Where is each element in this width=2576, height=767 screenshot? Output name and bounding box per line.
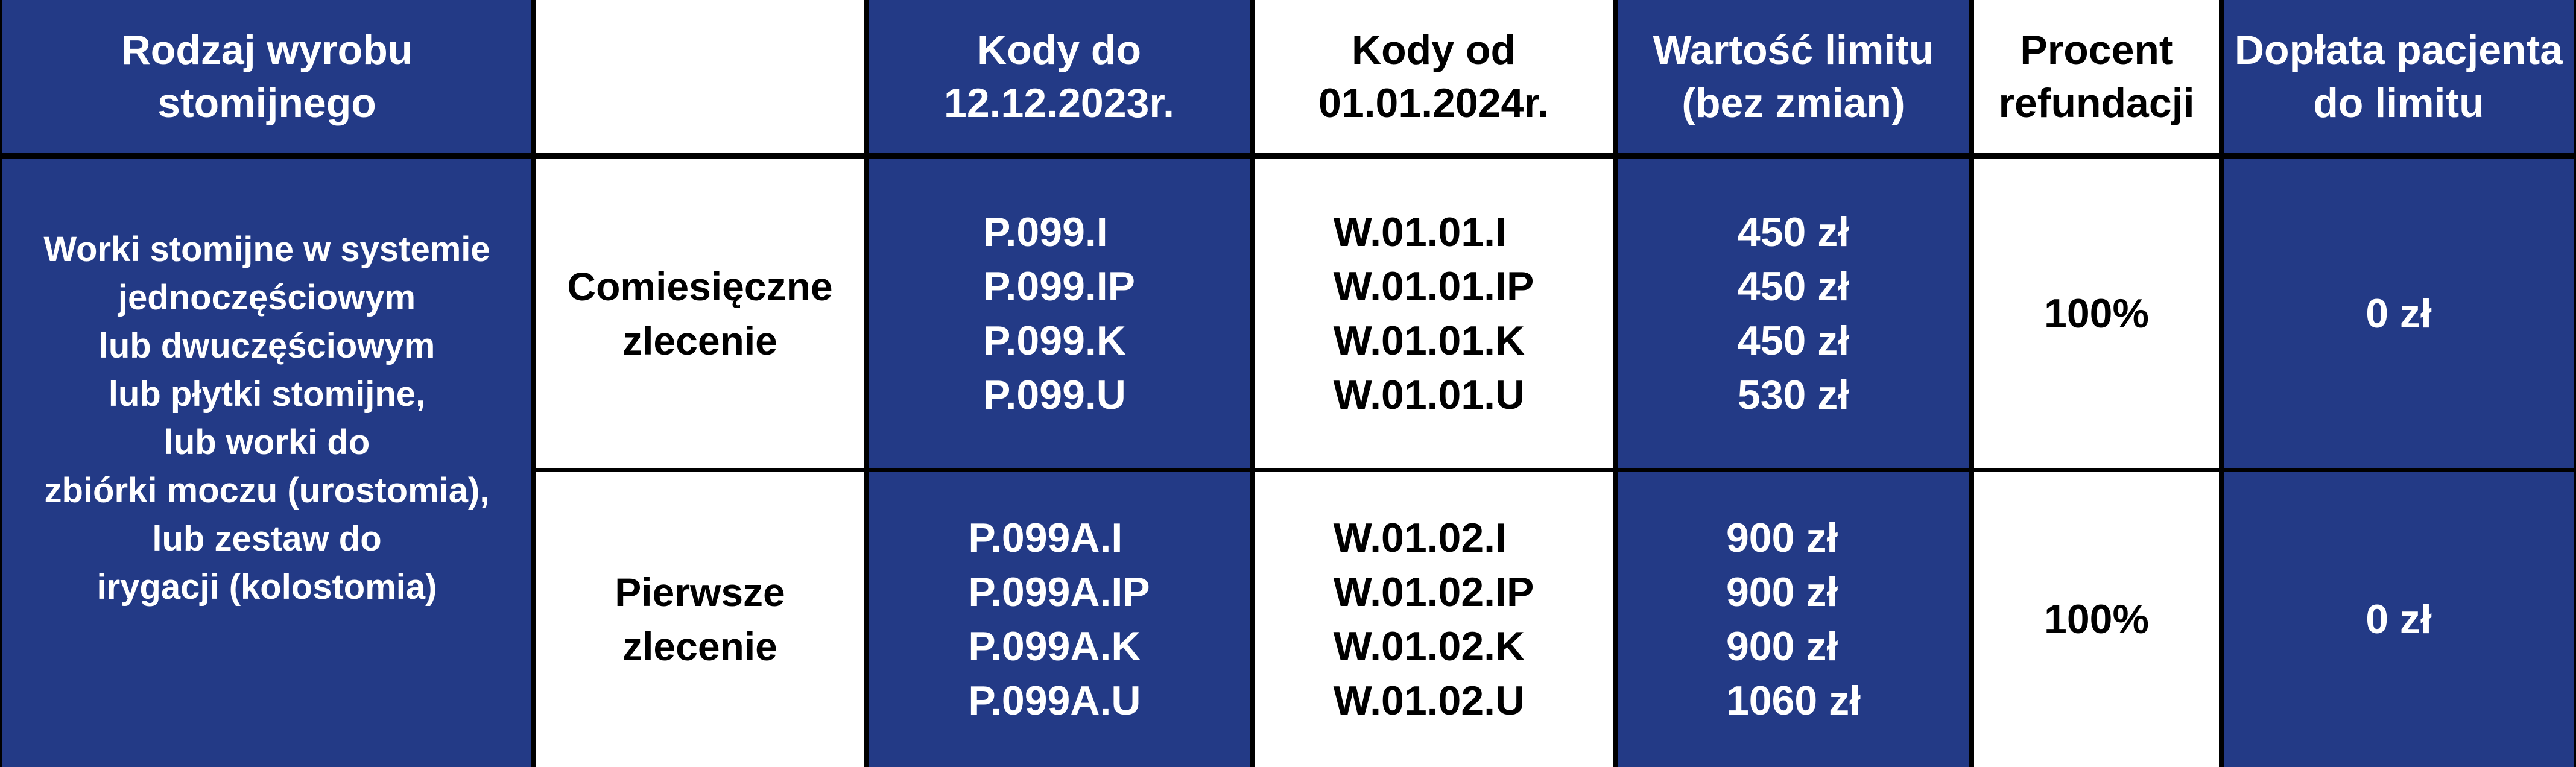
text-line: P.099.I xyxy=(983,209,1108,255)
percent-cell: 100% xyxy=(1974,159,2219,468)
text-line: 100% xyxy=(2044,291,2149,336)
text-line: W.01.01.IP xyxy=(1333,264,1534,309)
text-line: Procent xyxy=(2020,27,2173,73)
text-block: Kody od 01.01.2024r. xyxy=(1318,24,1549,130)
text-line: (bez zmian) xyxy=(1682,80,1905,126)
copay-cell: 0 zł xyxy=(2224,159,2574,468)
header-cell: Kody do 12.12.2023r. xyxy=(869,0,1250,153)
old-codes-cell: P.099.I P.099.IP P.099.K P.099.U xyxy=(869,159,1250,468)
text-line: W.01.01.U xyxy=(1333,372,1525,418)
old-codes-cell: P.099A.I P.099A.IP P.099A.K P.099A.U xyxy=(869,472,1250,767)
text-line: irygacji (kolostomia) xyxy=(97,567,437,607)
text-line: Kody do xyxy=(977,27,1141,73)
header-cell: Wartość limitu (bez zmian) xyxy=(1618,0,1969,153)
text-line: P.099.K xyxy=(983,318,1126,364)
header-cell-empty xyxy=(536,0,864,153)
text-line: 900 zł xyxy=(1726,623,1838,669)
new-codes-cell: W.01.02.I W.01.02.IP W.01.02.K W.01.02.U xyxy=(1255,472,1613,767)
text-block: 100% xyxy=(2044,286,2149,341)
text-line: lub płytki stomijne, xyxy=(108,374,426,414)
text-line: P.099A.IP xyxy=(968,569,1150,615)
copay-cell: 0 zł xyxy=(2224,472,2574,767)
text-line: W.01.02.K xyxy=(1333,623,1525,669)
limit-cell: 450 zł 450 zł 450 zł 530 zł xyxy=(1618,159,1969,468)
text-line: P.099.IP xyxy=(983,264,1136,309)
percent-cell: 100% xyxy=(1974,472,2219,767)
text-block: 450 zł 450 zł 450 zł 530 zł xyxy=(1738,205,1849,422)
text-line: Pierwsze xyxy=(615,570,785,614)
text-line: zlecenie xyxy=(622,318,777,363)
text-block: W.01.02.I W.01.02.IP W.01.02.K W.01.02.U xyxy=(1334,511,1534,728)
order-cell: Pierwsze zlecenie xyxy=(536,472,864,767)
text-block: Kody do 12.12.2023r. xyxy=(944,24,1174,130)
text-line: Comiesięczne xyxy=(567,264,833,309)
text-line: Rodzaj wyrobu xyxy=(121,27,413,73)
text-line: W.01.02.IP xyxy=(1333,569,1534,615)
text-block: P.099A.I P.099A.IP P.099A.K P.099A.U xyxy=(968,511,1150,728)
text-line: P.099A.K xyxy=(968,623,1141,669)
text-line: 900 zł xyxy=(1726,569,1838,615)
text-block: 100% xyxy=(2044,592,2149,646)
text-line: 100% xyxy=(2044,596,2149,642)
text-block: Pierwsze zlecenie xyxy=(615,565,785,674)
product-cell: Worki stomijne w systemie jednoczęściowym… xyxy=(2,159,531,767)
text-line: 12.12.2023r. xyxy=(944,80,1174,126)
text-block: Procent refundacji xyxy=(1999,24,2195,130)
header-cell: Kody od 01.01.2024r. xyxy=(1255,0,1613,153)
text-line: Worki stomijne w systemie xyxy=(43,230,490,269)
text-line: zbiórki moczu (urostomia), xyxy=(44,471,490,510)
text-line: lub zestaw do xyxy=(152,519,382,558)
text-block: W.01.01.I W.01.01.IP W.01.01.K W.01.01.U xyxy=(1334,205,1534,422)
text-line: 450 zł xyxy=(1737,318,1850,364)
text-line: Dopłata pacjenta xyxy=(2234,27,2563,73)
text-line: W.01.01.I xyxy=(1333,209,1507,255)
text-line: W.01.02.U xyxy=(1333,678,1525,724)
text-block: Dopłata pacjenta do limitu xyxy=(2235,24,2563,130)
text-line: lub worki do xyxy=(163,423,370,462)
order-cell: Comiesięczne zlecenie xyxy=(536,159,864,468)
header-cell: Procent refundacji xyxy=(1974,0,2219,153)
limit-cell: 900 zł 900 zł 900 zł 1060 zł xyxy=(1618,472,1969,767)
text-block: 0 zł xyxy=(2366,286,2432,341)
text-block: 900 zł 900 zł 900 zł 1060 zł xyxy=(1726,511,1861,728)
text-line: lub dwuczęściowym xyxy=(98,326,435,365)
text-block: Rodzaj wyrobu stomijnego xyxy=(121,24,413,130)
text-line: 1060 zł xyxy=(1726,678,1861,724)
text-line: Kody od xyxy=(1352,27,1516,73)
text-line: P.099A.I xyxy=(968,515,1123,561)
header-cell: Rodzaj wyrobu stomijnego xyxy=(2,0,531,153)
text-line: 450 zł xyxy=(1737,264,1850,309)
text-line: 0 zł xyxy=(2366,291,2432,336)
text-line: 900 zł xyxy=(1726,515,1838,561)
new-codes-cell: W.01.01.I W.01.01.IP W.01.01.K W.01.01.U xyxy=(1255,159,1613,468)
text-block: P.099.I P.099.IP P.099.K P.099.U xyxy=(983,205,1135,422)
text-line: 450 zł xyxy=(1737,209,1850,255)
header-cell: Dopłata pacjenta do limitu xyxy=(2224,0,2574,153)
text-line: refundacji xyxy=(1998,80,2195,126)
text-line: stomijnego xyxy=(157,80,376,126)
text-line: 0 zł xyxy=(2366,596,2432,642)
text-line: Wartość limitu xyxy=(1653,27,1934,73)
text-block: 0 zł xyxy=(2366,592,2432,646)
text-line: 01.01.2024r. xyxy=(1318,80,1549,126)
text-line: zlecenie xyxy=(622,624,777,669)
text-block: Comiesięczne zlecenie xyxy=(567,259,832,368)
text-block: Worki stomijne w systemie jednoczęściowym… xyxy=(43,226,490,611)
text-line: jednoczęściowym xyxy=(118,278,416,317)
text-block: Wartość limitu (bez zmian) xyxy=(1653,24,1934,130)
text-line: P.099A.U xyxy=(968,678,1141,724)
text-line: W.01.01.K xyxy=(1333,318,1525,364)
text-line: do limitu xyxy=(2313,80,2484,126)
text-line: W.01.02.I xyxy=(1333,515,1507,561)
text-line: 530 zł xyxy=(1737,372,1850,418)
text-line: P.099.U xyxy=(983,372,1126,418)
